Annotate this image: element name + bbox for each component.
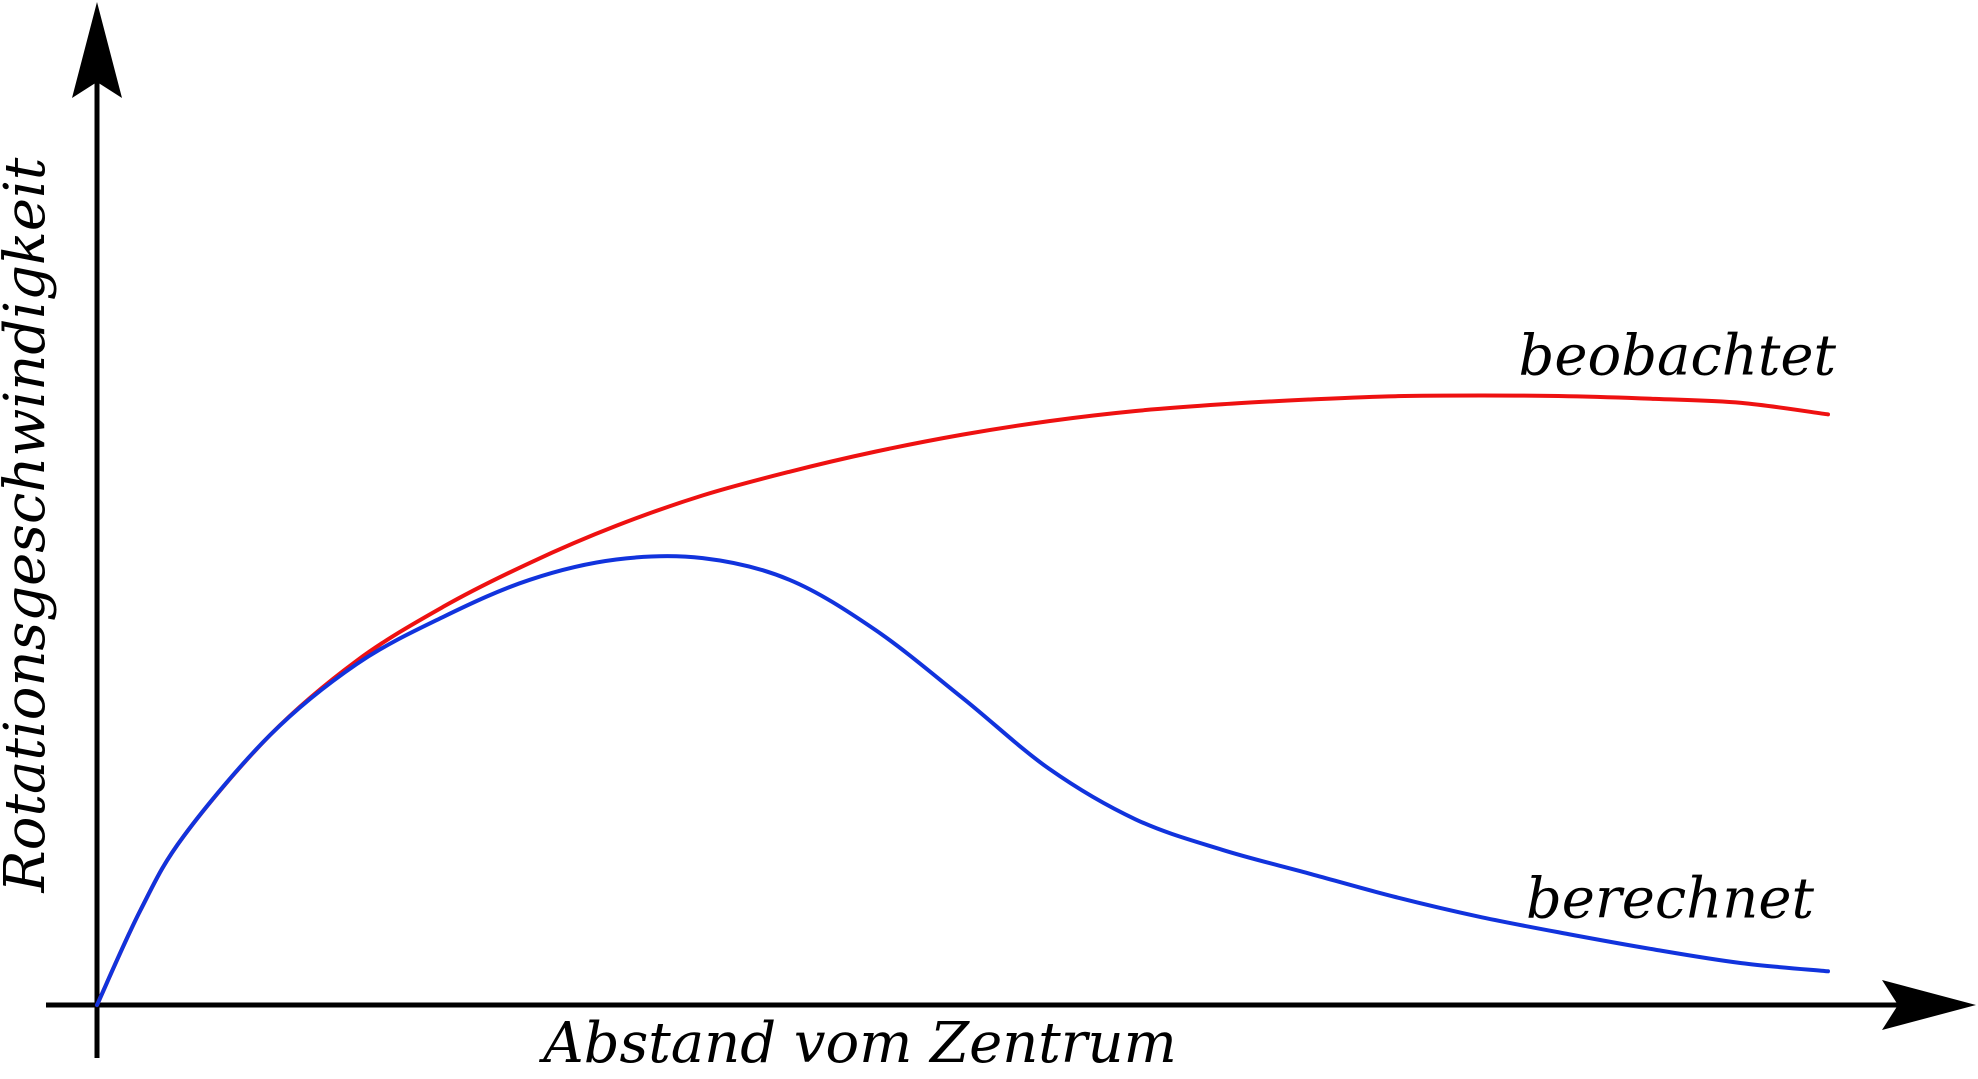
series-layer: beobachtet berechnet <box>95 323 1836 1007</box>
x-axis-arrow-icon <box>1882 980 1976 1030</box>
x-axis-title: Abstand vom Zentrum <box>538 1011 1176 1076</box>
series-label-berechnet: berechnet <box>1526 866 1815 931</box>
series-line-berechnet <box>95 554 1830 1007</box>
series-label-beobachtet: beobachtet <box>1518 323 1836 388</box>
y-axis-arrow-icon <box>72 2 122 98</box>
y-axis-title: Rotationsgeschwindigkeit <box>0 157 58 893</box>
